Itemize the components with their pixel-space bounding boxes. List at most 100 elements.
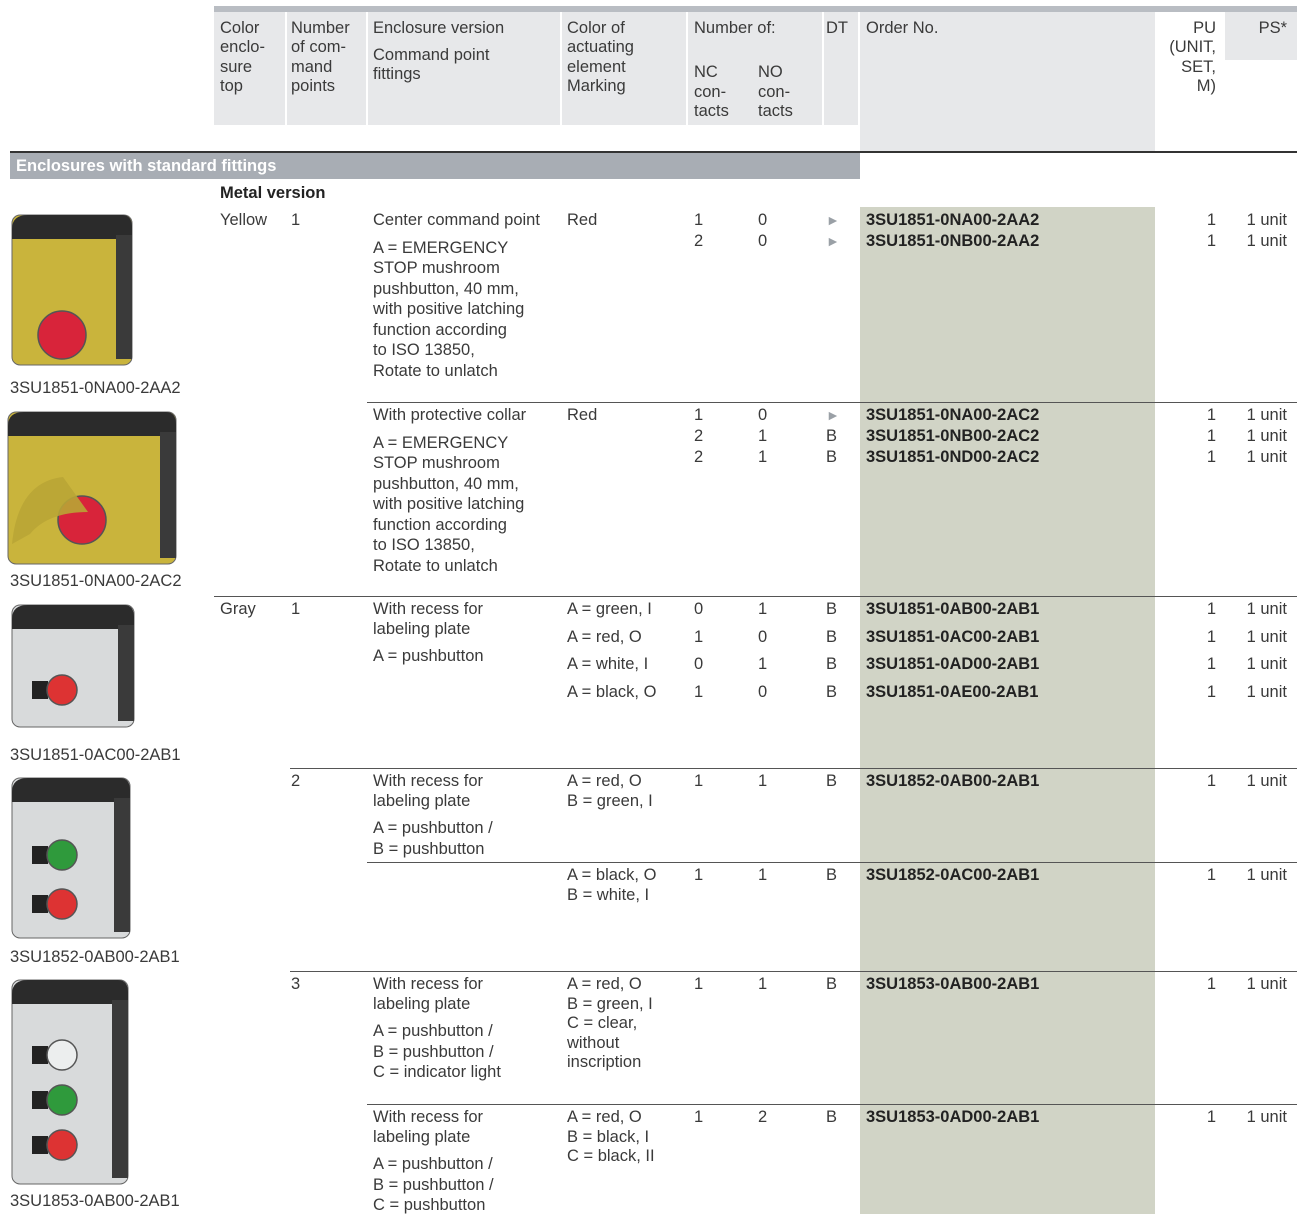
cell-ps: 1 unit bbox=[1246, 627, 1287, 646]
cell-points: 1 bbox=[291, 211, 301, 229]
cell-fittings: A = EMERGENCY bbox=[373, 238, 509, 257]
row-separator bbox=[367, 402, 1297, 403]
header-cell bbox=[214, 12, 285, 125]
enclosure-side bbox=[116, 235, 132, 359]
cell-actuator: B = white, I bbox=[567, 885, 650, 904]
cell-fittings: A = pushbutton / bbox=[373, 1022, 493, 1040]
cell-ps: 1 unit bbox=[1246, 1108, 1287, 1126]
cell-nc: 1 bbox=[694, 211, 704, 229]
cell-ps: 1 unit bbox=[1246, 448, 1287, 466]
cell-dt: ► bbox=[826, 233, 840, 249]
cell-ps: 1 unit bbox=[1246, 406, 1287, 424]
cell-fittings: A = EMERGENCY bbox=[373, 433, 509, 452]
cell-order: 3SU1851-0AE00-2AB1 bbox=[866, 682, 1039, 701]
cell-dt: B bbox=[826, 866, 838, 884]
header-label: element bbox=[567, 57, 626, 76]
cell-dt: B bbox=[826, 772, 838, 790]
cell-fittings: with positive latching bbox=[373, 300, 525, 318]
cell-pu: 1 bbox=[1206, 1108, 1216, 1126]
cell-actuator: Red bbox=[567, 211, 598, 229]
enclosure-side bbox=[160, 432, 176, 558]
cell-no: 2 bbox=[758, 1108, 768, 1126]
cell-nc: 1 bbox=[694, 682, 704, 701]
row-separator bbox=[214, 596, 1297, 597]
cell-nc: 1 bbox=[694, 406, 704, 424]
cell-fittings: A = pushbutton / bbox=[373, 819, 493, 837]
cell-dt: ► bbox=[826, 407, 840, 423]
cell-no: 0 bbox=[758, 682, 768, 701]
cell-ps: 1 unit bbox=[1246, 211, 1287, 229]
header-label: NC bbox=[694, 63, 718, 81]
cell-dt: B bbox=[826, 682, 838, 701]
cell-actuator: C = black, II bbox=[567, 1147, 655, 1165]
cell-no: 0 bbox=[758, 211, 768, 229]
cell-order: 3SU1853-0AB00-2AB1 bbox=[866, 975, 1040, 993]
button bbox=[46, 888, 78, 920]
cell-order: 3SU1852-0AB00-2AB1 bbox=[866, 772, 1040, 790]
header-label: Order No. bbox=[866, 19, 939, 37]
cell-fittings: B = pushbutton / bbox=[373, 1175, 494, 1194]
header-label: points bbox=[291, 76, 336, 95]
cell-fittings: C = pushbutton bbox=[373, 1196, 486, 1214]
header-label: NO bbox=[758, 63, 783, 81]
cell-order: 3SU1851-0ND00-2AC2 bbox=[866, 448, 1040, 466]
header-label: con- bbox=[694, 82, 727, 101]
cell-order: 3SU1851-0NA00-2AA2 bbox=[866, 211, 1040, 229]
cell-pu: 1 bbox=[1206, 682, 1216, 701]
header-label: PS* bbox=[1258, 19, 1287, 37]
cell-actuator: A = red, O bbox=[567, 627, 642, 646]
enclosure-cap bbox=[8, 412, 176, 558]
header-label: Marking bbox=[567, 76, 626, 95]
cell-order: 3SU1851-0AC00-2AB1 bbox=[866, 627, 1040, 646]
cell-ps: 1 unit bbox=[1246, 232, 1287, 250]
cell-pu: 1 bbox=[1206, 211, 1216, 229]
cell-actuator: A = black, O bbox=[567, 682, 657, 701]
header-label: (UNIT, bbox=[1169, 38, 1216, 57]
cell-pu: 1 bbox=[1206, 427, 1216, 445]
cell-order: 3SU1851-0NA00-2AC2 bbox=[866, 406, 1040, 424]
row-separator bbox=[367, 1104, 1297, 1105]
cell-dt: B bbox=[826, 600, 838, 618]
header-rule bbox=[10, 151, 1297, 153]
cell-actuator: B = black, I bbox=[567, 1127, 650, 1146]
cell-fittings: function according bbox=[373, 320, 507, 339]
cell-actuator: Red bbox=[567, 406, 598, 424]
cell-version: With recess for bbox=[373, 600, 484, 618]
cell-fittings: with positive latching bbox=[373, 495, 525, 513]
cell-nc: 2 bbox=[694, 448, 704, 466]
cell-dt: B bbox=[826, 448, 838, 466]
cell-pu: 1 bbox=[1206, 406, 1216, 424]
label-plate bbox=[32, 1046, 48, 1064]
cell-fittings: A = pushbutton bbox=[373, 647, 484, 665]
cell-no: 1 bbox=[758, 975, 768, 993]
header-label: DT bbox=[826, 19, 848, 37]
row-separator bbox=[367, 862, 1297, 863]
cell-pu: 1 bbox=[1206, 627, 1216, 646]
cell-order: 3SU1851-0AB00-2AB1 bbox=[866, 600, 1040, 618]
cell-dt: ► bbox=[826, 212, 840, 228]
cell-color: Gray bbox=[220, 600, 256, 618]
cell-nc: 1 bbox=[694, 627, 704, 646]
cell-nc: 1 bbox=[694, 975, 704, 993]
enclosure-side bbox=[112, 1000, 128, 1178]
header-cell bbox=[824, 12, 858, 125]
cell-points: 2 bbox=[291, 772, 301, 790]
label-plate bbox=[32, 1136, 48, 1154]
cell-version: labeling plate bbox=[373, 994, 471, 1013]
cell-ps: 1 unit bbox=[1246, 427, 1287, 445]
header-label: Color bbox=[220, 19, 260, 37]
section-title: Enclosures with standard fittings bbox=[16, 157, 277, 175]
cell-fittings: C = indicator light bbox=[373, 1063, 501, 1081]
header-label: of com- bbox=[291, 38, 347, 57]
header-label: Number of: bbox=[694, 19, 776, 37]
label-plate bbox=[32, 895, 48, 913]
cell-pu: 1 bbox=[1206, 232, 1216, 250]
cell-ps: 1 unit bbox=[1246, 866, 1287, 884]
header-label: sure bbox=[220, 57, 253, 76]
header-label: Number bbox=[291, 19, 350, 37]
cell-actuator: C = clear, bbox=[567, 1014, 638, 1032]
cell-actuator: A = red, O bbox=[567, 1108, 642, 1126]
cell-no: 1 bbox=[758, 448, 768, 466]
cell-fittings: pushbutton, 40 mm, bbox=[373, 279, 519, 298]
